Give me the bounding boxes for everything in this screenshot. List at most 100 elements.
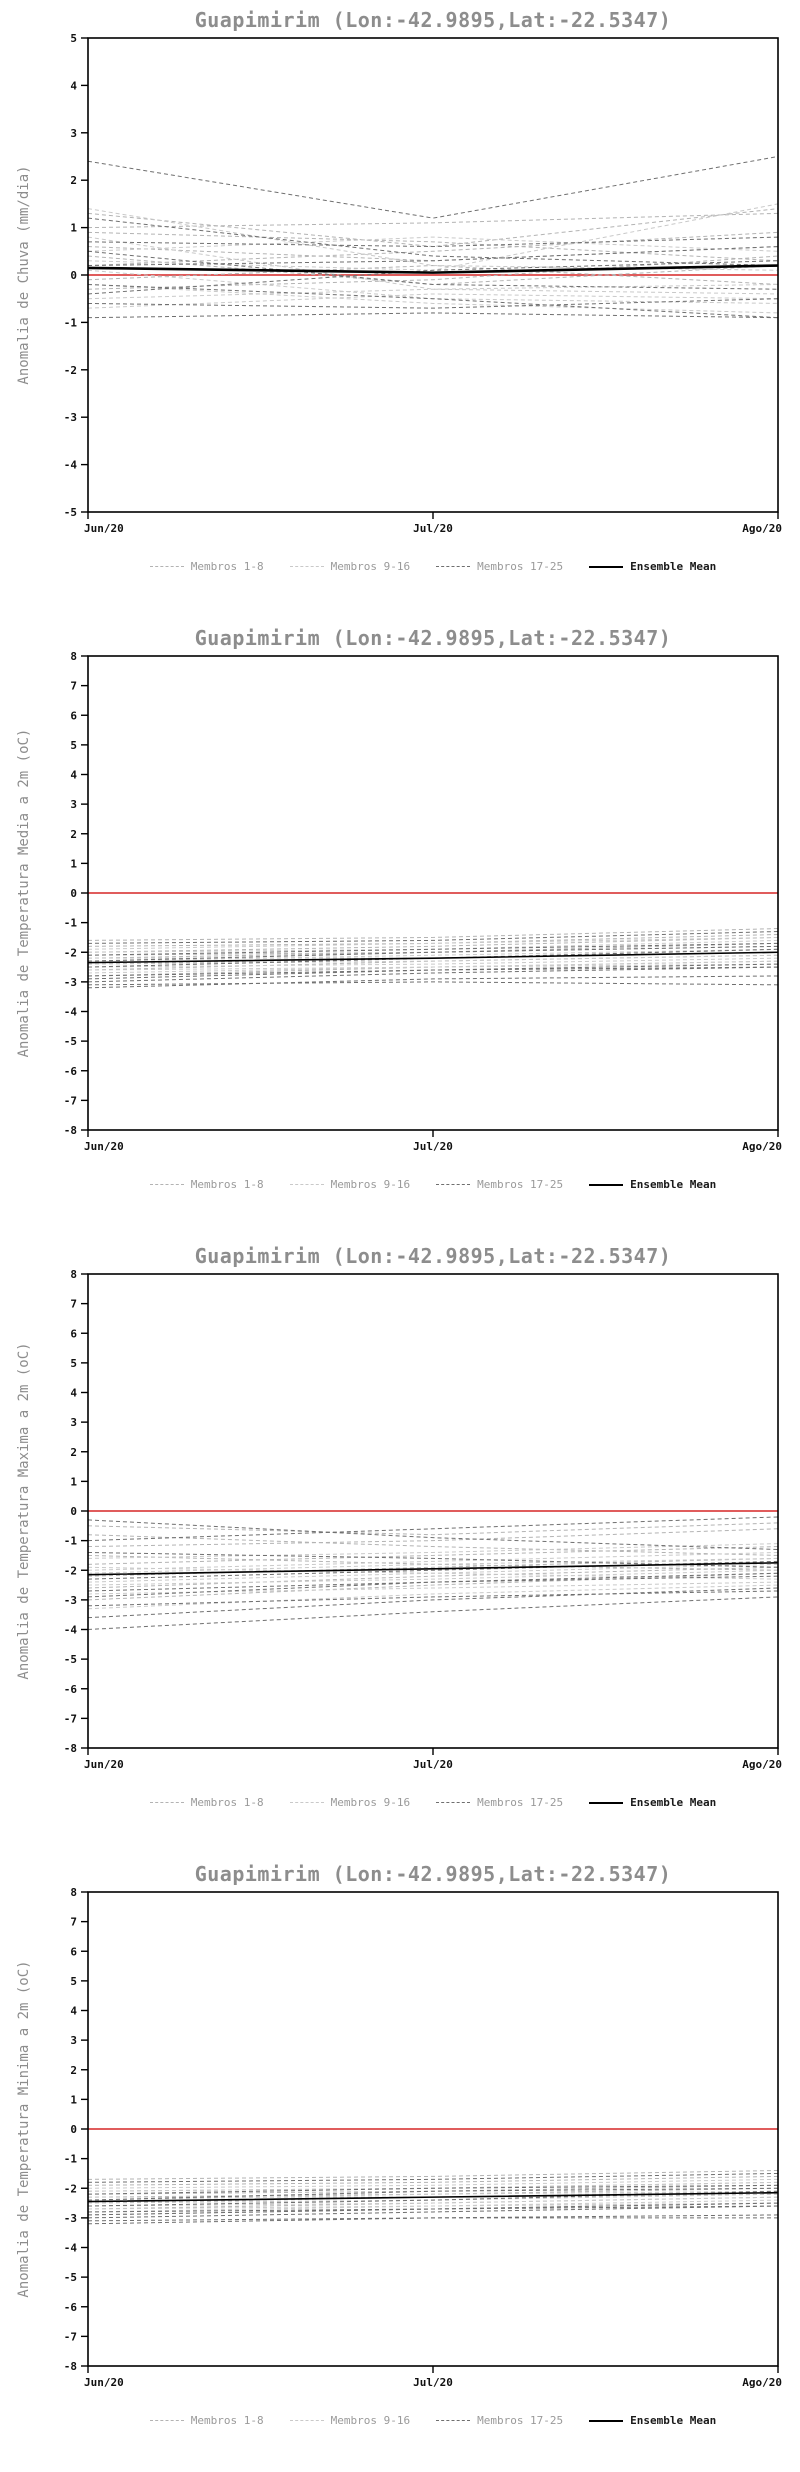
svg-text:1: 1 xyxy=(70,222,77,235)
svg-text:Jul/20: Jul/20 xyxy=(413,2376,453,2389)
legend-label: Ensemble Mean xyxy=(630,2414,717,2427)
svg-text:1: 1 xyxy=(70,2093,77,2106)
svg-text:-7: -7 xyxy=(64,1712,77,1725)
svg-text:-4: -4 xyxy=(64,2242,78,2255)
legend-item-membros-9-16: Membros 9-16 xyxy=(289,1178,410,1191)
svg-text:-3: -3 xyxy=(64,2212,77,2225)
svg-text:-7: -7 xyxy=(64,1094,77,1107)
chart-title: Guapimirim (Lon:-42.9895,Lat:-22.5347) xyxy=(194,1244,672,1268)
solid-line-swatch xyxy=(589,565,624,568)
svg-text:3: 3 xyxy=(70,798,77,811)
legend-item-ensemble-mean: Ensemble Mean xyxy=(589,560,716,573)
legend-label: Membros 9-16 xyxy=(330,1796,411,1809)
svg-text:4: 4 xyxy=(70,769,77,782)
legend-item-membros-9-16: Membros 9-16 xyxy=(289,560,411,573)
svg-text:-1: -1 xyxy=(64,2153,78,2166)
svg-text:3: 3 xyxy=(70,127,77,140)
legend-item-membros-1-8: Membros 1-8 xyxy=(149,2414,264,2427)
dashed-line-swatch xyxy=(149,1802,184,1803)
svg-text:2: 2 xyxy=(70,1446,77,1459)
svg-text:Ago/20: Ago/20 xyxy=(742,2376,782,2389)
svg-text:5: 5 xyxy=(70,32,77,45)
svg-text:Jun/20: Jun/20 xyxy=(84,1758,124,1771)
svg-text:Ago/20: Ago/20 xyxy=(742,522,782,535)
legend: Membros 1-8 Membros 9-16 Membros 17-25 E… xyxy=(88,1178,778,1191)
legend-label: Membros 9-16 xyxy=(330,560,411,573)
svg-text:Jul/20: Jul/20 xyxy=(413,1758,453,1771)
chart-panel-precip-anomaly: Guapimirim (Lon:-42.9895,Lat:-22.5347) A… xyxy=(0,0,800,618)
chart-panel-tmax-anomaly: Guapimirim (Lon:-42.9895,Lat:-22.5347) A… xyxy=(0,1236,800,1854)
svg-text:-7: -7 xyxy=(64,2330,77,2343)
legend-item-ensemble-mean: Ensemble Mean xyxy=(589,2414,716,2427)
legend-label: Ensemble Mean xyxy=(630,560,717,573)
svg-text:5: 5 xyxy=(70,1975,77,1988)
svg-text:8: 8 xyxy=(70,1886,77,1899)
svg-text:-8: -8 xyxy=(64,1124,77,1137)
dashed-line-swatch xyxy=(289,566,324,567)
plot-area: -5 -4 -3 -2 -1 0 1 2 3 4 5 Jun/20 Jul/20 Ago/20 xyxy=(64,32,782,535)
solid-line-swatch xyxy=(589,1801,624,1804)
svg-text:-4: -4 xyxy=(64,1006,78,1019)
svg-text:7: 7 xyxy=(70,680,77,693)
svg-text:-3: -3 xyxy=(64,976,77,989)
svg-text:-5: -5 xyxy=(64,506,77,519)
svg-text:-4: -4 xyxy=(64,459,78,472)
solid-line-swatch xyxy=(589,1183,624,1186)
legend-item-membros-1-8: Membros 1-8 xyxy=(149,1178,264,1191)
dashed-line-swatch xyxy=(436,2420,471,2421)
legend-label: Membros 17-25 xyxy=(477,560,564,573)
svg-text:-1: -1 xyxy=(64,316,78,329)
legend-label: Membros 1-8 xyxy=(190,1796,264,1809)
svg-text:5: 5 xyxy=(70,1357,77,1370)
legend-item-membros-17-25: Membros 17-25 xyxy=(436,560,563,573)
legend-item-membros-17-25: Membros 17-25 xyxy=(436,1178,563,1191)
legend-item-membros-17-25: Membros 17-25 xyxy=(436,1796,563,1809)
svg-text:8: 8 xyxy=(70,650,77,663)
svg-text:4: 4 xyxy=(70,2005,77,2018)
legend-item-ensemble-mean: Ensemble Mean xyxy=(589,1796,716,1809)
svg-text:-3: -3 xyxy=(64,1594,77,1607)
legend-item-membros-17-25: Membros 17-25 xyxy=(436,2414,563,2427)
legend-item-membros-9-16: Membros 9-16 xyxy=(289,1796,411,1809)
svg-text:-4: -4 xyxy=(64,1624,78,1637)
plot-area: -8 -7 -6 -5 -4 -3 -2 -1 0 1 2 3 4 5 6 7 8 Jun/20 Jul/20 Ago… xyxy=(64,1886,782,2389)
chart-panel-tmean-anomaly: Guapimirim (Lon:-42.9895,Lat:-22.5347) A… xyxy=(0,618,800,1236)
svg-text:Jun/20: Jun/20 xyxy=(84,2376,124,2389)
svg-text:6: 6 xyxy=(70,1327,77,1340)
svg-text:-5: -5 xyxy=(64,1653,77,1666)
svg-text:-8: -8 xyxy=(64,2360,77,2373)
svg-text:5: 5 xyxy=(70,739,77,752)
svg-text:Jun/20: Jun/20 xyxy=(84,522,124,535)
svg-text:-2: -2 xyxy=(64,1564,77,1577)
svg-text:-5: -5 xyxy=(64,2271,77,2284)
chart-title: Guapimirim (Lon:-42.9895,Lat:-22.5347) xyxy=(194,8,672,32)
dashed-line-swatch xyxy=(289,1802,324,1803)
svg-text:-2: -2 xyxy=(64,946,77,959)
svg-text:7: 7 xyxy=(70,1916,77,1929)
legend-label: Membros 17-25 xyxy=(477,1796,564,1809)
legend-item-membros-1-8: Membros 1-8 xyxy=(149,1796,264,1809)
svg-text:-2: -2 xyxy=(64,364,77,377)
svg-text:Jul/20: Jul/20 xyxy=(413,522,453,535)
svg-text:6: 6 xyxy=(70,1945,77,1958)
svg-text:0: 0 xyxy=(70,887,77,900)
solid-line-swatch xyxy=(589,2419,624,2422)
svg-text:6: 6 xyxy=(70,709,77,722)
svg-text:Ago/20: Ago/20 xyxy=(742,1140,782,1153)
svg-text:Ago/20: Ago/20 xyxy=(742,1758,782,1771)
legend-label: Membros 1-8 xyxy=(190,560,264,573)
svg-text:-3: -3 xyxy=(64,411,77,424)
svg-text:1: 1 xyxy=(70,857,77,870)
svg-text:1: 1 xyxy=(70,1475,77,1488)
svg-text:-6: -6 xyxy=(64,1065,78,1078)
plot-area: -8 -7 -6 -5 -4 -3 -2 -1 0 1 2 3 4 5 6 7 8 Jun/20 Jul/20 Ago… xyxy=(64,650,782,1153)
chart-panel-tmin-anomaly: Guapimirim (Lon:-42.9895,Lat:-22.5347) A… xyxy=(0,1854,800,2472)
legend-label: Ensemble Mean xyxy=(630,1796,717,1809)
svg-text:7: 7 xyxy=(70,1298,77,1311)
svg-text:-5: -5 xyxy=(64,1035,77,1048)
legend-label: Ensemble Mean xyxy=(630,1178,717,1191)
legend: Membros 1-8 Membros 9-16 Membros 17-25 E… xyxy=(88,2414,778,2427)
svg-text:0: 0 xyxy=(70,2123,77,2136)
svg-text:4: 4 xyxy=(70,1387,77,1400)
svg-text:-1: -1 xyxy=(64,917,78,930)
